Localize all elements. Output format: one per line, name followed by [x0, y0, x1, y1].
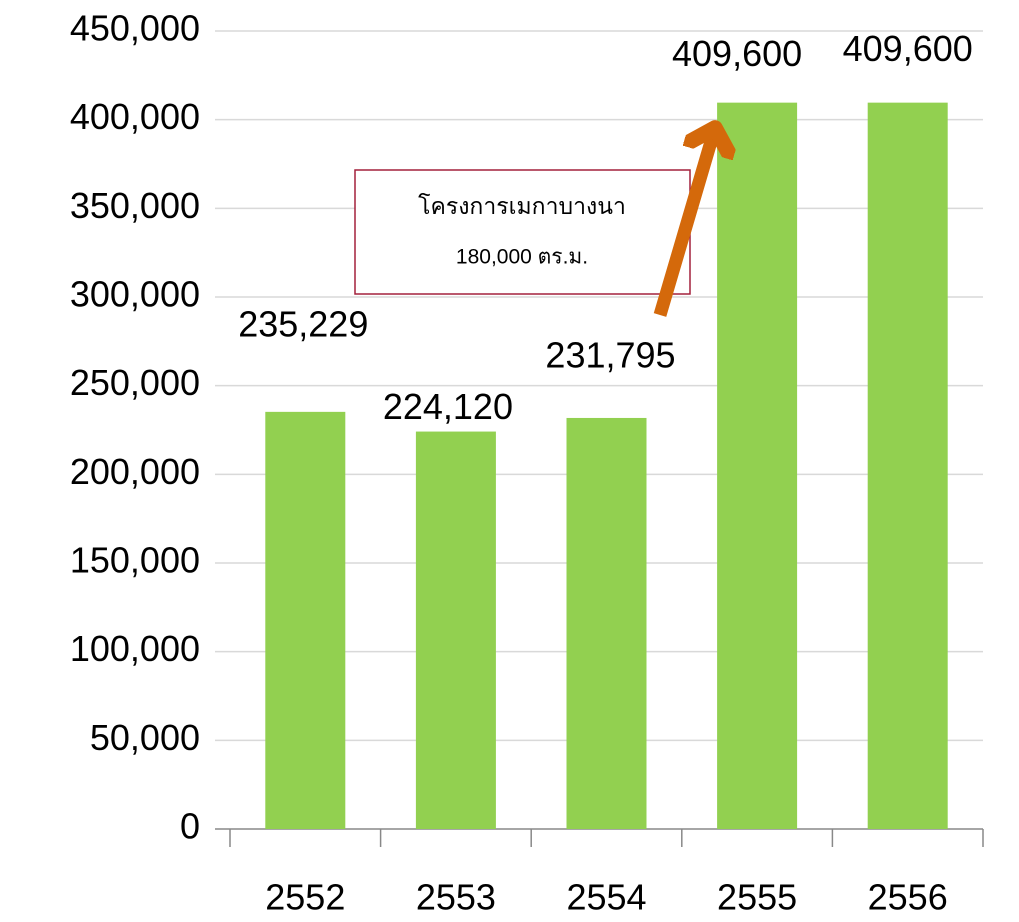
annotation-box [354, 169, 691, 295]
x-tick-label: 2554 [566, 877, 646, 918]
x-tick-label: 2556 [868, 877, 948, 918]
bar [566, 417, 647, 829]
bar [867, 102, 948, 829]
y-tick-label: 50,000 [90, 717, 200, 758]
y-tick-label: 0 [180, 806, 200, 847]
y-tick-label: 100,000 [70, 628, 200, 669]
x-tick-label: 2555 [717, 877, 797, 918]
data-label: 235,229 [238, 303, 368, 344]
data-label: 409,600 [843, 28, 973, 69]
data-label: 409,600 [672, 33, 802, 74]
annotation: 180,000 ตร.ม. [456, 246, 588, 269]
y-tick-label: 250,000 [70, 362, 200, 403]
y-tick-label: 400,000 [70, 96, 200, 137]
y-tick-label: 450,000 [70, 8, 200, 49]
annotation: โครงการเมกาบางนา [418, 193, 626, 219]
bar [265, 411, 346, 829]
data-label: 224,120 [383, 386, 513, 427]
y-tick-label: 200,000 [70, 451, 200, 492]
arrow [653, 128, 715, 317]
y-tick-label: 150,000 [70, 540, 200, 581]
bar [717, 102, 798, 829]
y-tick-label: 300,000 [70, 274, 200, 315]
x-tick-label: 2553 [416, 877, 496, 918]
y-tick-label: 350,000 [70, 185, 200, 226]
x-tick-label: 2552 [265, 877, 345, 918]
data-label: 231,795 [545, 334, 675, 375]
bar [415, 431, 496, 829]
